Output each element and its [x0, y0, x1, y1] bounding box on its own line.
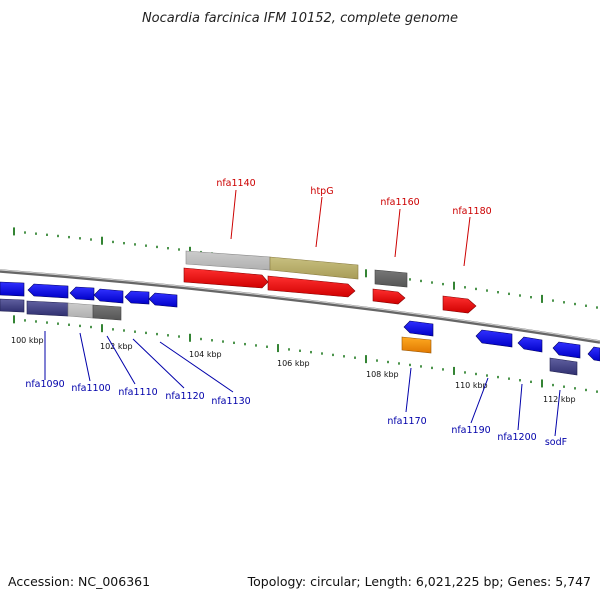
gene-label: nfa1140 [216, 178, 255, 189]
gene-label: htpG [310, 186, 333, 197]
scale-label: 100 kbp [11, 336, 44, 345]
cds-nfa1100 [69, 286, 95, 301]
gene-feature-olive [269, 256, 359, 280]
gene-label: nfa1130 [211, 396, 250, 407]
gene-label: nfa1110 [118, 387, 157, 398]
gene-feature-navy [0, 298, 25, 313]
cds-nfa1180 [442, 295, 477, 314]
gene-feature-grey [185, 250, 271, 271]
gene-label: nfa1100 [71, 383, 110, 394]
reverse-feature-track [0, 281, 600, 376]
label-leaders [44, 189, 561, 437]
gene-label: sodF [545, 437, 567, 448]
gene-label: nfa1170 [387, 416, 426, 427]
cds-htpG [267, 275, 356, 298]
gene-feature-darkgrey [374, 269, 408, 288]
cds-right-edge [587, 346, 600, 362]
gene-feature-purple [26, 300, 69, 317]
cds-nfa1110 [93, 288, 124, 304]
cds-nfa1200 [517, 336, 543, 353]
gene-label: nfa1090 [25, 379, 64, 390]
scale-label: 106 kbp [277, 359, 310, 368]
scale-label: 110 kbp [455, 381, 488, 390]
gene-label: nfa1160 [380, 197, 419, 208]
gene-label: nfa1180 [452, 206, 491, 217]
accession-text: Accession: NC_006361 [8, 574, 150, 589]
gene-label: nfa1120 [165, 391, 204, 402]
cds-left-edge [0, 281, 25, 297]
genome-backbone [0, 269, 600, 344]
cds-nfa1120 [124, 290, 150, 305]
scale-ticks-lower [13, 315, 598, 393]
scale-label: 102 kbp [100, 342, 133, 351]
cds-sodF [552, 341, 581, 359]
cds-nfa1090 [27, 283, 69, 299]
gene-feature-lightgrey [67, 302, 94, 319]
gene-feature-sodF-box [549, 357, 578, 376]
cds-nfa1160 [372, 288, 406, 305]
scale-label: 104 kbp [189, 350, 222, 359]
gene-label: nfa1190 [451, 425, 490, 436]
reverse-gene-labels: nfa1090 nfa1100 nfa1110 nfa1120 nfa1130 … [25, 379, 567, 448]
map-title: Nocardia farcinica IFM 10152, complete g… [142, 11, 458, 26]
cds-nfa1190 [475, 329, 513, 348]
gene-feature-grey2 [92, 304, 122, 321]
cds-nfa1130 [148, 292, 178, 308]
forward-gene-labels: nfa1140 htpG nfa1160 nfa1180 [216, 178, 491, 217]
genome-summary-text: Topology: circular; Length: 6,021,225 bp… [247, 574, 591, 589]
cds-nfa1140 [183, 267, 269, 289]
gene-label: nfa1200 [497, 432, 536, 443]
cds-nfa1170 [403, 320, 434, 337]
gene-feature-orange [401, 336, 432, 354]
forward-feature-track [183, 250, 477, 314]
scale-label: 108 kbp [366, 370, 399, 379]
